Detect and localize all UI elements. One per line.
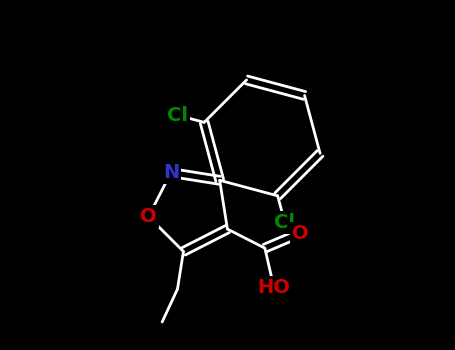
Text: Cl: Cl [167, 106, 187, 125]
Text: N: N [163, 163, 179, 182]
Text: HO: HO [258, 278, 290, 296]
Text: Cl: Cl [274, 214, 295, 232]
Text: O: O [292, 224, 308, 243]
Text: O: O [140, 207, 157, 226]
